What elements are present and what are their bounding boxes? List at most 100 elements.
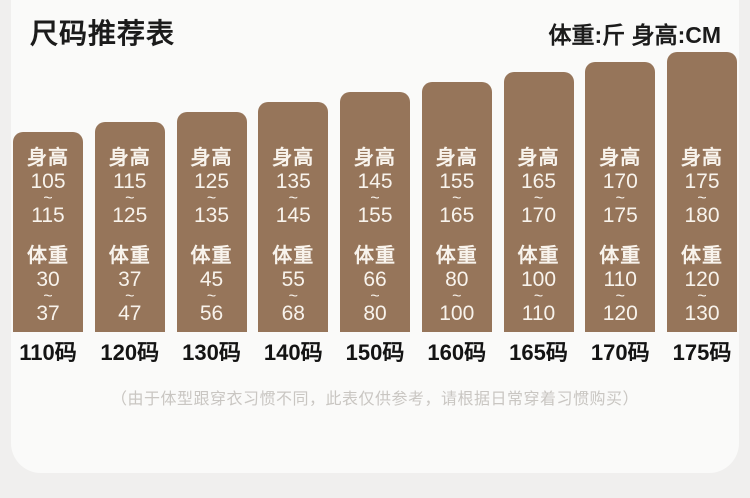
height-to-value: 125 [112, 204, 148, 227]
size-column: 身高 170 ~ 175 体重 110 ~ 120 170码 [585, 62, 656, 366]
height-to-value: 170 [520, 204, 557, 227]
height-to-value: 175 [602, 204, 638, 227]
size-bar: 身高 170 ~ 175 体重 110 ~ 120 [585, 62, 656, 332]
size-bar: 身高 115 ~ 125 体重 37 ~ 47 [94, 122, 165, 332]
tilde-glyph: ~ [615, 288, 625, 305]
height-from-value: 170 [602, 170, 638, 193]
size-label: 160码 [427, 340, 487, 365]
tilde-glyph: ~ [125, 190, 135, 207]
size-bar: 身高 175 ~ 180 体重 120 ~ 130 [667, 52, 737, 332]
size-column: 身高 175 ~ 180 体重 120 ~ 130 175码 [667, 52, 737, 366]
size-bar: 身高 165 ~ 170 体重 100 ~ 110 [503, 72, 574, 332]
height-from-value: 165 [520, 170, 557, 193]
size-column: 身高 165 ~ 170 体重 100 ~ 110 165码 [503, 72, 574, 366]
tilde-glyph: ~ [533, 190, 544, 207]
size-label: 110码 [19, 340, 77, 365]
size-bar: 身高 135 ~ 145 体重 55 ~ 68 [258, 102, 329, 332]
weight-to-value: 47 [118, 302, 142, 325]
weight-label: 体重 [517, 245, 560, 267]
weight-from-value: 120 [684, 268, 720, 291]
weight-to-value: 100 [439, 302, 475, 325]
weight-from-value: 30 [36, 268, 60, 291]
tilde-glyph: ~ [288, 288, 298, 305]
weight-to-value: 120 [602, 302, 638, 325]
tilde-glyph: ~ [43, 288, 53, 305]
height-from-value: 135 [275, 170, 311, 193]
weight-label: 体重 [599, 245, 642, 267]
height-to-value: 165 [439, 204, 475, 227]
weight-to-value: 56 [199, 302, 224, 325]
size-bar: 身高 125 ~ 135 体重 45 ~ 56 [176, 112, 247, 332]
height-from-value: 125 [193, 170, 230, 193]
size-bar: 身高 145 ~ 155 体重 66 ~ 80 [340, 92, 410, 332]
height-label: 身高 [27, 147, 69, 169]
size-label: 130码 [182, 340, 241, 365]
weight-to-value: 68 [281, 302, 305, 325]
tilde-glyph: ~ [125, 288, 135, 305]
size-column: 身高 105 ~ 115 体重 30 ~ 37 110码 [13, 132, 83, 366]
height-from-value: 145 [357, 170, 393, 193]
size-label: 170码 [590, 340, 650, 365]
weight-label: 体重 [108, 245, 151, 267]
height-label: 身高 [190, 147, 233, 169]
height-from-value: 105 [30, 170, 66, 193]
size-label: 175码 [672, 340, 732, 365]
weight-label: 体重 [681, 245, 723, 267]
tilde-glyph: ~ [452, 190, 462, 207]
weight-to-value: 110 [521, 302, 556, 325]
height-from-value: 115 [113, 170, 147, 193]
height-to-value: 115 [31, 204, 65, 227]
tilde-glyph: ~ [615, 190, 625, 207]
height-label: 身高 [108, 147, 151, 169]
tilde-glyph: ~ [206, 190, 217, 207]
size-column: 身高 155 ~ 165 体重 80 ~ 100 160码 [421, 82, 492, 366]
height-to-value: 180 [684, 204, 720, 227]
weight-to-value: 130 [684, 302, 720, 325]
weight-from-value: 66 [363, 268, 387, 291]
size-column: 身高 135 ~ 145 体重 55 ~ 68 140码 [258, 102, 329, 366]
weight-to-value: 37 [36, 302, 60, 325]
height-from-value: 155 [439, 170, 475, 193]
size-column: 身高 115 ~ 125 体重 37 ~ 47 120码 [94, 122, 165, 366]
weight-from-value: 80 [445, 268, 469, 291]
weight-label: 体重 [272, 245, 315, 267]
weight-from-value: 110 [603, 268, 637, 291]
tilde-glyph: ~ [452, 288, 462, 305]
height-to-value: 145 [275, 204, 311, 227]
height-label: 身高 [681, 147, 723, 169]
tilde-glyph: ~ [697, 190, 707, 207]
size-column: 身高 145 ~ 155 体重 66 ~ 80 150码 [340, 92, 410, 366]
size-bars-chart: 身高 105 ~ 115 体重 30 ~ 37 110码 身高 115 ~ 12… [11, 52, 739, 366]
height-to-value: 135 [193, 204, 230, 227]
tilde-glyph: ~ [370, 288, 380, 305]
height-label: 身高 [599, 147, 642, 169]
weight-label: 体重 [435, 245, 478, 267]
weight-label: 体重 [354, 245, 396, 267]
weight-label: 体重 [190, 245, 233, 267]
size-label: 140码 [263, 340, 323, 365]
size-column: 身高 125 ~ 135 体重 45 ~ 56 130码 [176, 112, 247, 366]
tilde-glyph: ~ [533, 288, 544, 305]
units-label: 体重:斤 身高:CM [548, 22, 721, 48]
height-label: 身高 [435, 147, 478, 169]
size-bar: 身高 155 ~ 165 体重 80 ~ 100 [421, 82, 492, 332]
tilde-glyph: ~ [206, 288, 217, 305]
tilde-glyph: ~ [43, 190, 53, 207]
height-label: 身高 [272, 147, 315, 169]
height-from-value: 175 [684, 170, 720, 193]
page-title: 尺码推荐表 [30, 18, 176, 49]
disclaimer-text: （由于体型跟穿衣习惯不同，此表仅供参考，请根据日常穿着习惯购买） [110, 391, 639, 408]
weight-label: 体重 [27, 245, 69, 267]
height-to-value: 155 [357, 204, 393, 227]
tilde-glyph: ~ [370, 190, 380, 207]
weight-from-value: 55 [281, 268, 305, 291]
weight-to-value: 80 [363, 302, 387, 325]
height-label: 身高 [517, 147, 560, 169]
tilde-glyph: ~ [288, 190, 298, 207]
size-label: 150码 [345, 340, 405, 365]
size-bar: 身高 105 ~ 115 体重 30 ~ 37 [13, 132, 83, 332]
tilde-glyph: ~ [697, 288, 707, 305]
weight-from-value: 100 [520, 268, 557, 291]
size-label: 120码 [100, 340, 160, 365]
size-label: 165码 [509, 340, 568, 365]
